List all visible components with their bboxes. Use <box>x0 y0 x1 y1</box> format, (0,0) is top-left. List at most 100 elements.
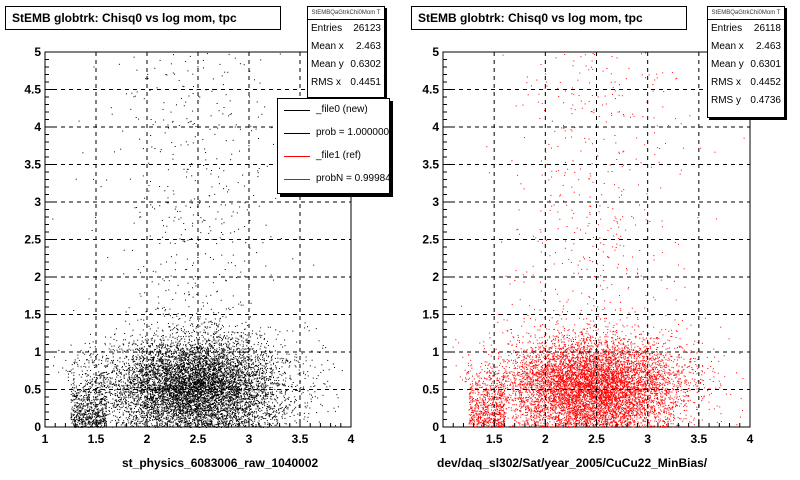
left-scatter-point <box>133 371 135 372</box>
left-scatter-point <box>160 403 162 405</box>
left-scatter-point <box>150 374 152 376</box>
left-scatter-point <box>256 373 258 375</box>
left-scatter-point <box>94 381 96 383</box>
left-scatter-point <box>105 365 107 367</box>
left-scatter-point <box>297 373 299 375</box>
left-scatter-point <box>139 421 141 423</box>
left-scatter-point <box>270 406 272 408</box>
left-scatter-point <box>258 388 260 390</box>
left-scatter-point <box>159 361 161 363</box>
left-scatter-point <box>148 393 150 395</box>
left-scatter-point <box>93 373 95 375</box>
left-scatter-point <box>148 404 150 406</box>
left-scatter-point <box>188 385 190 387</box>
left-scatter-point <box>196 338 198 340</box>
left-scatter-point <box>134 365 136 367</box>
left-scatter-point <box>72 414 74 416</box>
left-scatter-point <box>175 378 177 380</box>
left-scatter-point <box>157 355 159 357</box>
left-scatter-point <box>209 425 211 427</box>
left-scatter-point <box>189 416 191 418</box>
left-scatter-point <box>193 344 195 346</box>
left-scatter-point <box>226 400 228 402</box>
left-scatter-point <box>263 358 265 360</box>
left-scatter-point <box>222 408 224 410</box>
left-scatter-point <box>231 408 233 410</box>
left-scatter-point <box>266 343 267 345</box>
left-scatter-point <box>155 402 157 404</box>
left-scatter-point <box>265 364 267 366</box>
left-scatter-point <box>221 393 223 394</box>
left-scatter-point <box>198 399 200 401</box>
left-scatter-point <box>213 312 215 314</box>
left-scatter-point <box>175 424 177 426</box>
left-scatter-point <box>91 410 93 412</box>
left-scatter-point <box>231 386 233 388</box>
left-scatter-point <box>115 382 117 384</box>
left-scatter-point <box>127 378 129 380</box>
left-scatter-point <box>256 371 258 373</box>
left-scatter-point <box>97 411 99 412</box>
left-scatter-point <box>160 356 162 358</box>
left-scatter-point <box>87 407 89 409</box>
left-scatter-point <box>129 414 131 416</box>
left-scatter-point <box>182 362 184 364</box>
left-scatter-point <box>217 413 219 415</box>
left-scatter-point <box>170 418 172 420</box>
left-scatter-point <box>139 347 140 349</box>
left-scatter-point <box>168 354 169 356</box>
left-scatter-point <box>209 424 211 425</box>
left-scatter-point <box>201 389 203 391</box>
left-scatter-point <box>193 347 195 349</box>
left-scatter-point <box>150 376 152 378</box>
left-scatter-point <box>329 385 331 387</box>
left-scatter-point <box>143 350 145 352</box>
left-scatter-point <box>229 403 231 405</box>
left-scatter-point <box>122 405 124 407</box>
left-scatter-point <box>173 387 175 388</box>
left-scatter-point <box>224 383 226 385</box>
left-scatter-point <box>123 363 125 364</box>
left-scatter-point <box>244 363 246 365</box>
left-scatter-point <box>156 374 158 376</box>
left-scatter-point <box>132 397 134 399</box>
left-scatter-point <box>231 400 233 401</box>
left-scatter-point <box>183 415 185 417</box>
left-scatter-point <box>200 392 201 394</box>
left-scatter-point <box>144 399 146 401</box>
left-scatter-point <box>188 386 190 388</box>
left-scatter-point <box>130 380 132 382</box>
left-scatter-point <box>185 366 187 368</box>
left-scatter-point <box>174 208 176 210</box>
left-scatter-point <box>180 403 182 405</box>
left-scatter-point <box>175 369 177 371</box>
left-scatter-point <box>264 373 266 375</box>
left-scatter-point <box>177 415 179 417</box>
left-scatter-point <box>161 373 163 375</box>
left-scatter-point <box>267 385 269 387</box>
left-scatter-point <box>204 386 206 388</box>
left-scatter-point <box>182 376 184 377</box>
left-scatter-point <box>103 378 105 380</box>
left-scatter-point <box>152 206 153 208</box>
left-scatter-point <box>287 397 289 399</box>
left-scatter-point <box>194 356 196 358</box>
left-scatter-point <box>204 148 206 150</box>
left-scatter-point <box>130 426 132 428</box>
left-scatter-point <box>185 396 187 398</box>
left-scatter-point <box>218 419 219 421</box>
left-scatter-point <box>166 261 167 263</box>
left-scatter-point <box>77 365 79 367</box>
left-scatter-point <box>196 331 198 333</box>
left-scatter-point <box>175 371 177 373</box>
left-scatter-point <box>155 416 157 418</box>
left-scatter-point <box>142 370 144 372</box>
left-scatter-point <box>253 395 255 397</box>
left-scatter-point <box>218 330 220 332</box>
left-scatter-point <box>223 337 224 339</box>
left-scatter-point <box>250 424 252 425</box>
left-scatter-point <box>183 336 184 338</box>
left-scatter-point <box>203 400 205 402</box>
left-scatter-point <box>175 392 177 393</box>
left-scatter-point <box>161 344 163 345</box>
